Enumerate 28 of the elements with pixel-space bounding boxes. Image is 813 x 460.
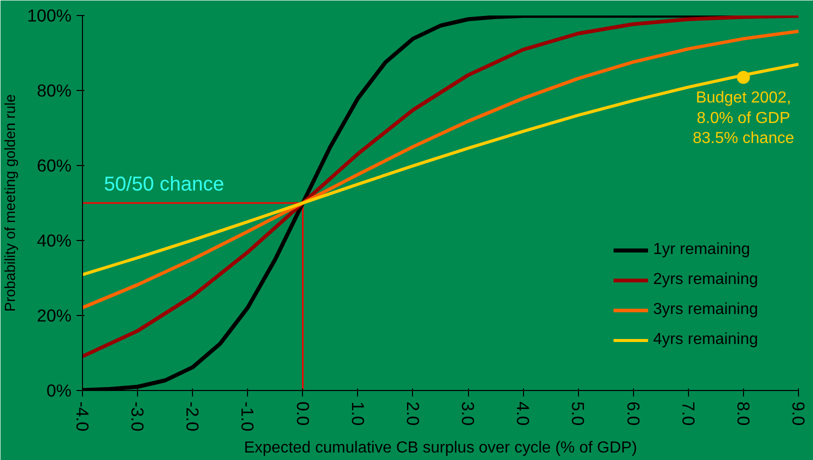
- legend-label: 1yr remaining: [653, 241, 750, 259]
- ref-line-label: 50/50 chance: [104, 174, 224, 196]
- x-tick-label: 1.0: [348, 402, 368, 426]
- annotation: Budget 2002, 8.0% of GDP 83.5% chance: [692, 89, 794, 148]
- x-tick-label: -1.0: [238, 402, 258, 432]
- x-tick-label: 5.0: [568, 402, 588, 426]
- legend-label: 4yrs remaining: [653, 331, 758, 349]
- x-tick-label: 8.0: [733, 402, 754, 426]
- y-tick-label: 80%: [36, 80, 72, 100]
- y-tick-label: 60%: [36, 156, 72, 176]
- x-tick-label: 4.0: [513, 402, 534, 426]
- x-tick-label: 6.0: [623, 402, 644, 426]
- y-axis-title: Probability of meeting golden rule: [3, 94, 20, 312]
- legend-label: 2yrs remaining: [653, 271, 758, 289]
- x-tick-label: 0.0: [292, 402, 313, 426]
- x-tick-label: -2.0: [182, 402, 203, 432]
- y-tick-label: 100%: [27, 6, 72, 26]
- y-tick-label: 20%: [36, 306, 72, 326]
- x-tick-label: 2.0: [402, 402, 423, 426]
- x-tick-label: -4.0: [72, 402, 92, 432]
- x-tick-label: 9.0: [788, 402, 808, 426]
- x-axis-title: Expected cumulative CB surplus over cycle (% of GDP): [244, 439, 638, 456]
- x-tick-label: -3.0: [128, 402, 148, 432]
- x-tick-label: 7.0: [678, 402, 698, 426]
- legend-label: 3yrs remaining: [653, 301, 758, 319]
- x-tick-label: 3.0: [458, 402, 478, 426]
- y-tick-label: 0%: [46, 380, 72, 400]
- y-tick-label: 40%: [36, 230, 72, 250]
